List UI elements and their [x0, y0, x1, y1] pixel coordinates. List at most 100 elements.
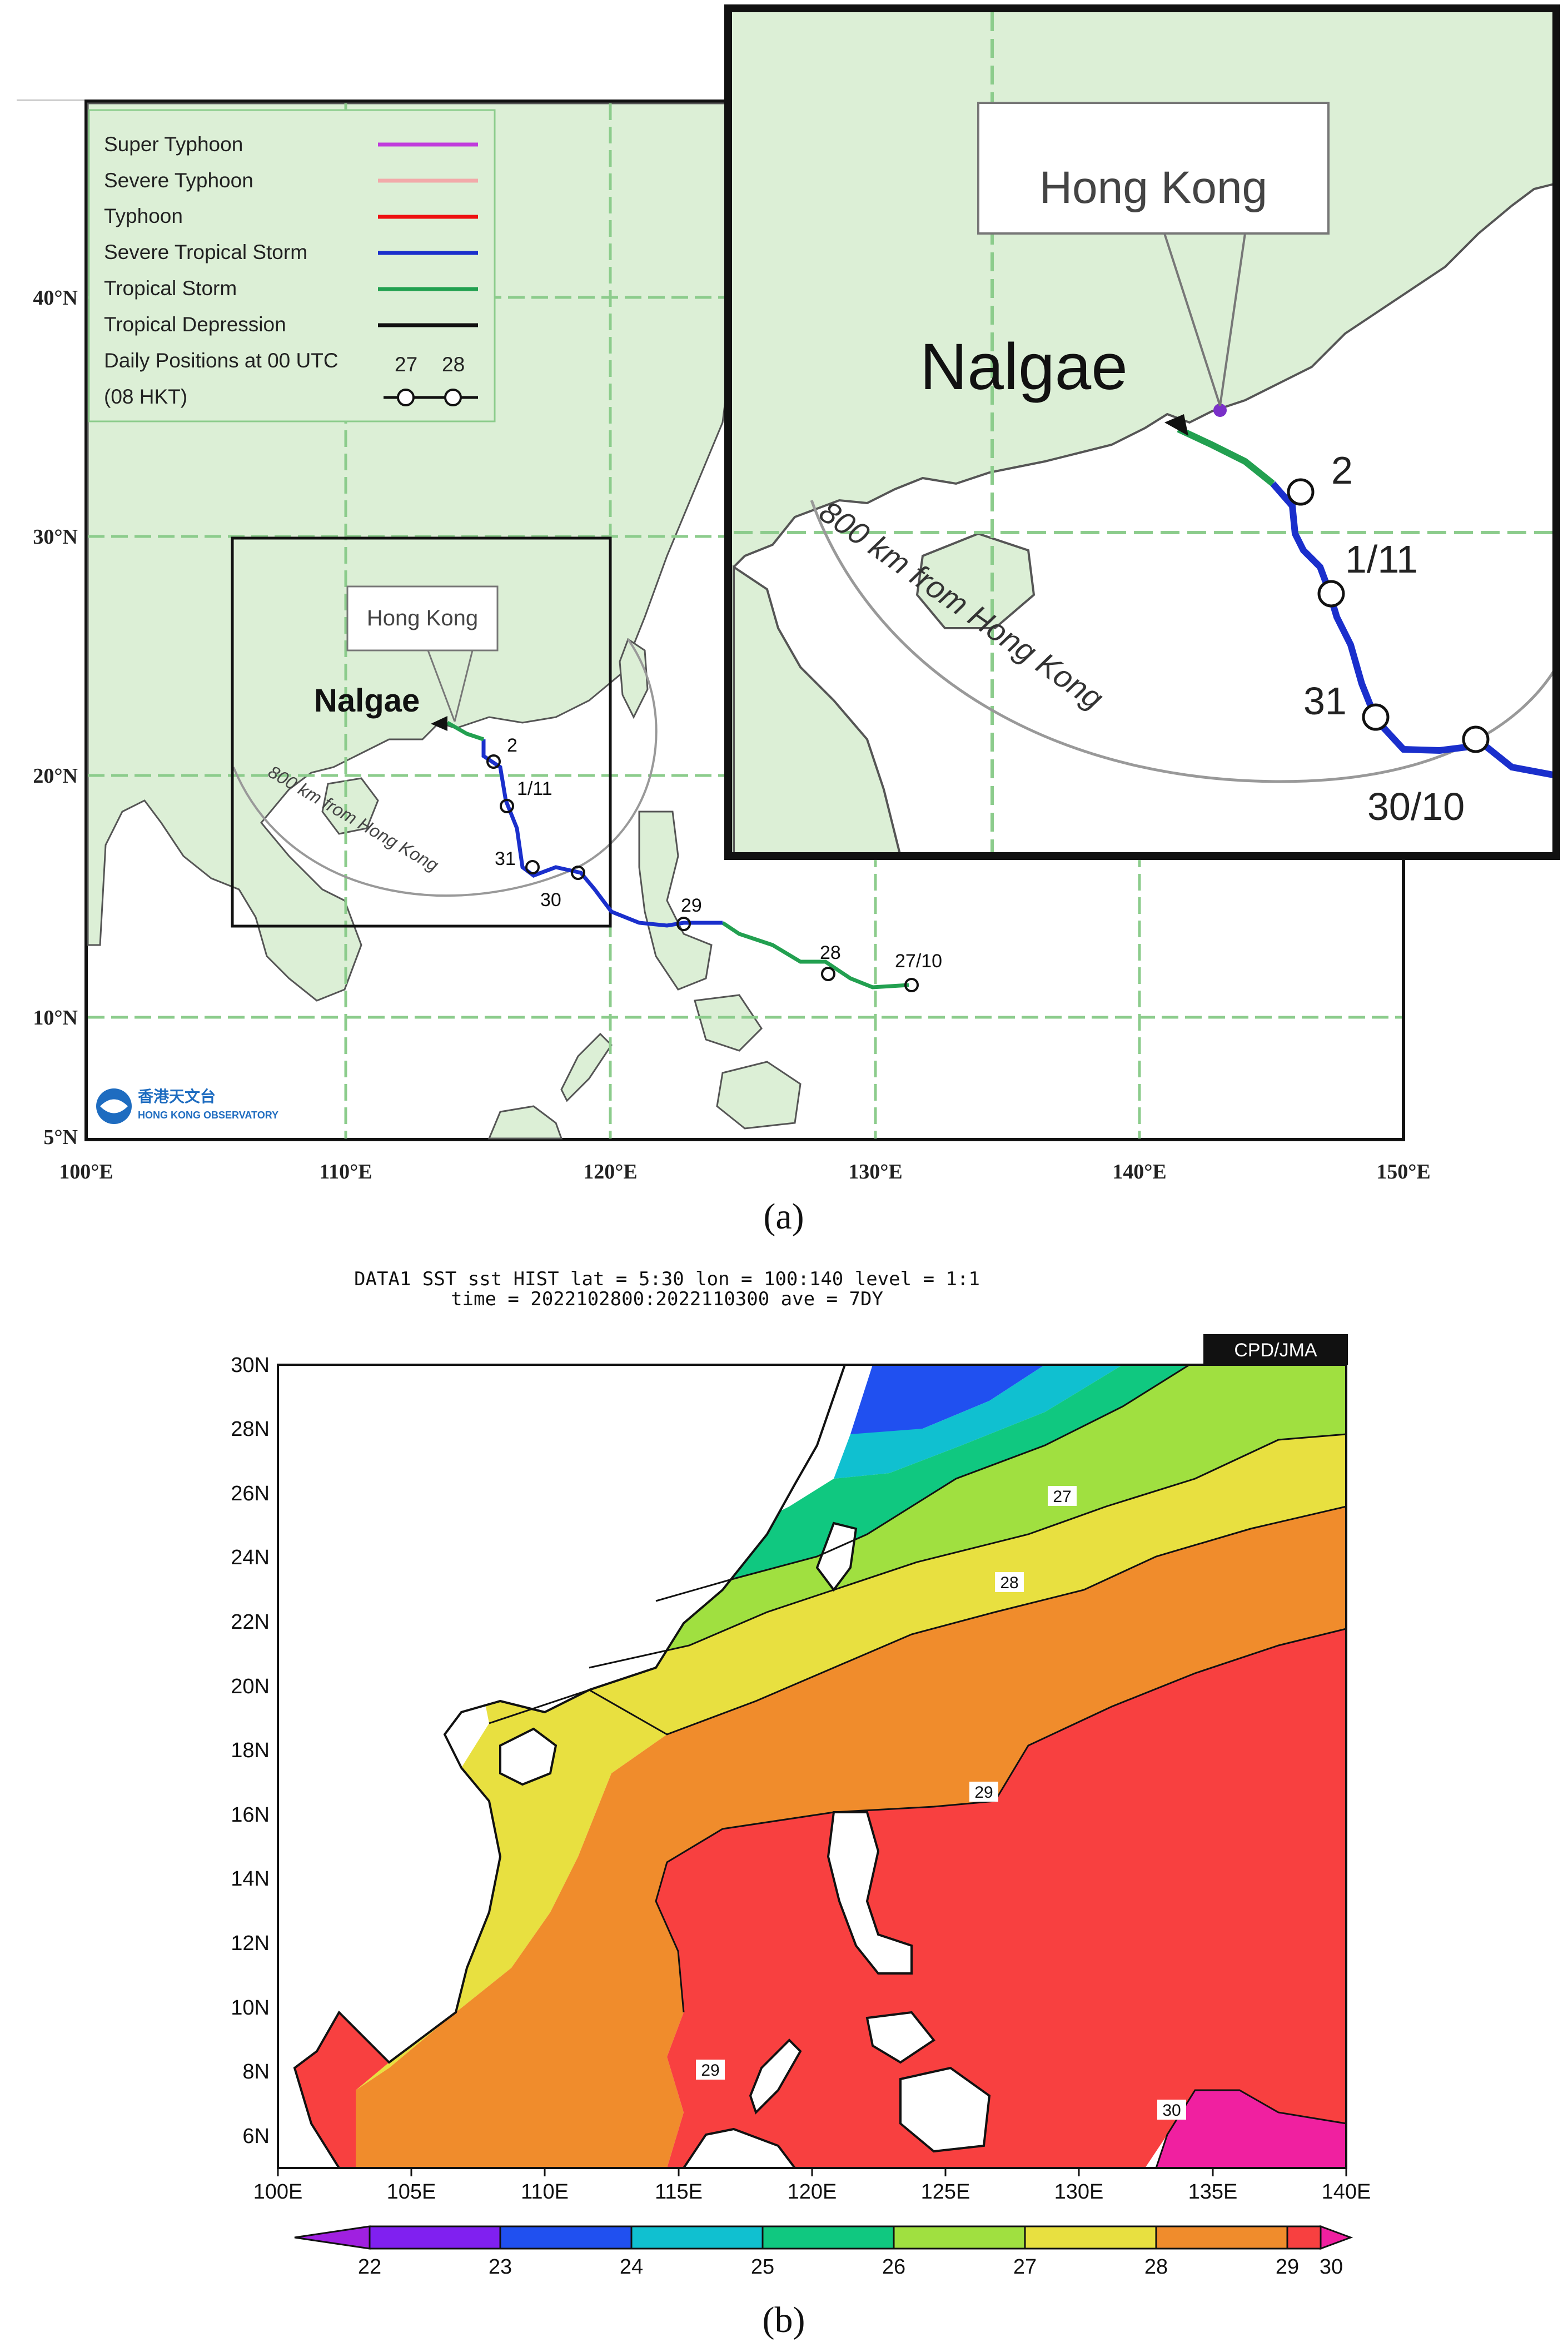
contour-label: 29 [974, 1783, 993, 1802]
colorbar-cell [294, 2225, 371, 2250]
lon-label: 130°E [848, 1160, 903, 1184]
range-circle [232, 638, 658, 897]
legend-label: Tropical Storm [104, 277, 237, 300]
caption-b: (b) [763, 2300, 805, 2340]
sst-lon-label: 135E [1188, 2180, 1238, 2204]
colorbar-label: 29 [1276, 2255, 1299, 2279]
sst-lon-label: 115E [655, 2180, 703, 2204]
sst-band-24 [850, 1365, 1045, 1445]
inset-position-marker [1462, 725, 1490, 753]
legend-day-27: 27 [395, 353, 417, 376]
sst-lat-label: 26N [231, 1482, 270, 1505]
sst-lon-label: 125E [921, 2180, 970, 2204]
inset-position-label: 2 [1331, 449, 1353, 492]
colorbar-label: 24 [620, 2255, 643, 2279]
inset-sea [733, 183, 1552, 852]
sst-land-luzon [827, 1811, 913, 1975]
position-marker [571, 866, 585, 880]
sst-band-25 [834, 1365, 1123, 1479]
lat-label: 10°N [33, 1006, 78, 1030]
sst-map-panel: DATA1 SST sst HIST lat = 5:30 lon = 100:… [231, 1268, 1371, 2340]
sst-header-line2: time = 2022102800:2022110300 ave = 7DY [451, 1288, 883, 1310]
colorbar-cell [369, 2225, 501, 2250]
legend-label: Super Typhoon [104, 133, 243, 156]
sst-lon-label: 105E [387, 2180, 436, 2204]
position-label: 30 [540, 889, 561, 911]
hk-label: Hong Kong [367, 606, 478, 630]
sst-land-borneo [682, 2127, 797, 2168]
inset-position-label: 30/10 [1367, 785, 1465, 828]
inset-position-label: 31 [1303, 679, 1347, 723]
track-arrowhead [431, 716, 447, 731]
daily-positions [486, 754, 919, 992]
legend-daily: Daily Positions at 00 UTC [104, 349, 339, 372]
hko-logo: 香港天文台 HONG KONG OBSERVATORY [96, 1087, 278, 1124]
lon-label: 140°E [1112, 1160, 1167, 1184]
sst-band-31 [1156, 2090, 1346, 2168]
inset-track-arrowhead [1164, 414, 1188, 436]
sst-land-visayas [865, 2011, 935, 2064]
sst-lat-label: 20N [231, 1675, 270, 1698]
sst-lon-label: 140E [1322, 2180, 1371, 2204]
position-marker [676, 917, 691, 931]
storm-name: Nalgae [314, 683, 420, 719]
lat-label: 20°N [33, 764, 78, 788]
sst-land-asia [278, 1365, 847, 2168]
hk-callout [346, 585, 499, 652]
inset-vietnam [733, 565, 901, 852]
position-marker [821, 967, 835, 981]
land-luzon [638, 810, 713, 991]
lon-label: 120°E [583, 1160, 638, 1184]
colorbar-cell [1155, 2225, 1288, 2250]
legend-marker [444, 389, 462, 406]
position-label: 2 [507, 735, 517, 756]
inset-range-circle [810, 500, 1552, 783]
legend: Super Typhoon Severe Typhoon Typhoon Sev… [88, 109, 496, 422]
colorbar-label: 28 [1144, 2255, 1168, 2279]
legend-hkt: (08 HKT) [104, 385, 187, 408]
sst-lat-label: 10N [231, 1996, 270, 2020]
lat-label: 5°N [43, 1126, 78, 1149]
contour-label: 30 [1162, 2101, 1181, 2120]
inset-position-marker [1362, 703, 1390, 731]
land-hainan [321, 777, 379, 835]
legend-label: Typhoon [104, 205, 183, 227]
lat-label: 40°N [33, 286, 78, 310]
inset-track-tropical-storm [1177, 426, 1275, 486]
lon-label: 110°E [319, 1160, 372, 1184]
sst-band-28 [356, 1434, 1346, 2090]
colorbar-label: 23 [489, 2255, 512, 2279]
colorbar-cell [499, 2225, 633, 2250]
sst-band-27 [573, 1365, 1346, 1668]
inset-hk-label: Hong Kong [1039, 162, 1267, 213]
sst-lat-label: 6N [242, 2125, 270, 2148]
sst-lat-label: 18N [231, 1739, 270, 1762]
track-tropical-storm-west [446, 720, 485, 742]
inset-position-label: 1/11 [1345, 538, 1418, 581]
sst-land-palawan [749, 2038, 802, 2115]
sst-land-mindanao [899, 2066, 991, 2153]
colorbar-label: 22 [358, 2255, 381, 2279]
position-label: 1/11 [517, 778, 552, 799]
land-mindanao [716, 1061, 802, 1130]
colorbar-cell [1024, 2225, 1157, 2250]
track-map-panel: 40°N 30°N 20°N 10°N 5°N 100°E 110°E 120°… [17, 4, 1560, 1237]
colorbar-label: 30 [1320, 2255, 1343, 2279]
colorbar-cell [893, 2225, 1026, 2250]
caption-a: (a) [763, 1196, 804, 1237]
zoom-inset: 800 km from Hong Kong 2 1/11 31 30/10 Ho… [724, 4, 1560, 860]
colorbar-cell [1320, 2225, 1353, 2250]
contour-label: 28 [1000, 1574, 1018, 1592]
colorbar-label: 26 [882, 2255, 905, 2279]
sst-band-26 [656, 1365, 1189, 1601]
legend-label: Severe Typhoon [104, 169, 253, 192]
inset-position-marker [1317, 580, 1345, 608]
badge-text: CPD/JMA [1234, 1340, 1317, 1361]
sst-lat-label: 16N [231, 1803, 270, 1827]
legend-label: Tropical Depression [104, 313, 286, 336]
sst-lat-label: 30N [231, 1354, 270, 1377]
colorbar-cell [1286, 2225, 1322, 2250]
position-label: 28 [820, 942, 841, 963]
position-marker [500, 799, 514, 813]
sst-lon-label: 120E [788, 2180, 837, 2204]
